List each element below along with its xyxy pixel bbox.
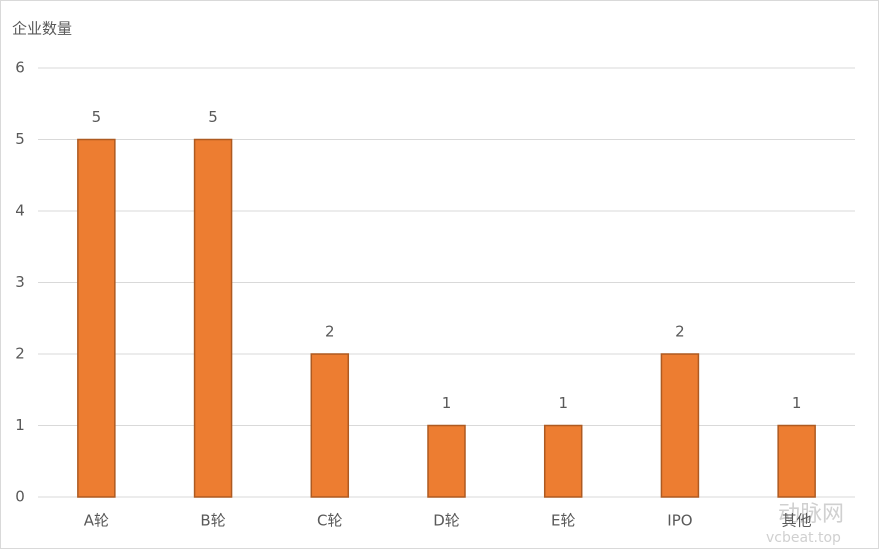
y-axis-label: 企业数量 bbox=[12, 20, 72, 38]
x-tick-label: B轮 bbox=[200, 512, 225, 530]
x-tick-label: 其他 bbox=[782, 512, 812, 530]
y-tick-label: 0 bbox=[15, 488, 25, 506]
bar bbox=[777, 424, 816, 498]
bar bbox=[193, 138, 233, 498]
bar bbox=[660, 353, 700, 498]
x-tick-label: IPO bbox=[667, 512, 692, 530]
watermark-url: vcbeat.top bbox=[766, 530, 841, 546]
y-tick-label: 1 bbox=[15, 416, 25, 434]
data-label: 1 bbox=[442, 394, 452, 412]
data-label: 5 bbox=[208, 108, 218, 126]
y-tick-label: 2 bbox=[15, 345, 25, 363]
data-label: 2 bbox=[675, 323, 685, 341]
y-tick-label: 6 bbox=[15, 59, 25, 77]
bar bbox=[310, 353, 350, 498]
data-label: 5 bbox=[92, 108, 102, 126]
y-tick-label: 3 bbox=[15, 273, 25, 291]
data-label: 2 bbox=[325, 323, 335, 341]
bar bbox=[77, 138, 116, 498]
bar bbox=[427, 424, 466, 498]
x-tick-label: E轮 bbox=[551, 512, 575, 530]
watermark-logo: 动脉网 bbox=[778, 502, 844, 527]
bar bbox=[543, 424, 583, 498]
y-tick-label: 4 bbox=[15, 202, 25, 220]
x-tick-label: A轮 bbox=[84, 512, 109, 530]
x-tick-label: C轮 bbox=[317, 512, 342, 530]
y-tick-label: 5 bbox=[15, 130, 25, 148]
data-label: 1 bbox=[558, 394, 568, 412]
x-tick-label: D轮 bbox=[433, 512, 460, 530]
data-label: 1 bbox=[792, 394, 802, 412]
